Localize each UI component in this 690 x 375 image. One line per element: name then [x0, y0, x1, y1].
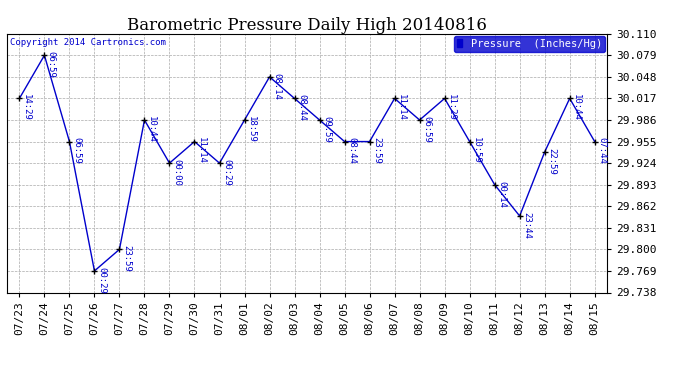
- Text: 08:44: 08:44: [347, 137, 356, 164]
- Text: 23:59: 23:59: [122, 245, 131, 272]
- Text: 00:29: 00:29: [222, 159, 231, 186]
- Text: 06:59: 06:59: [47, 51, 56, 78]
- Text: 10:59: 10:59: [472, 137, 481, 164]
- Text: 11:29: 11:29: [447, 94, 456, 121]
- Text: 11:14: 11:14: [197, 137, 206, 164]
- Text: 07:44: 07:44: [597, 137, 606, 164]
- Title: Barometric Pressure Daily High 20140816: Barometric Pressure Daily High 20140816: [127, 16, 487, 34]
- Text: 23:59: 23:59: [372, 137, 381, 164]
- Text: 18:59: 18:59: [247, 116, 256, 143]
- Text: 00:14: 00:14: [497, 180, 506, 207]
- Text: 22:59: 22:59: [547, 148, 556, 175]
- Text: 09:59: 09:59: [322, 116, 331, 143]
- Text: 10:44: 10:44: [572, 94, 581, 121]
- Text: 06:59: 06:59: [422, 116, 431, 143]
- Text: 10:44: 10:44: [147, 116, 156, 143]
- Text: 00:00: 00:00: [172, 159, 181, 186]
- Text: 11:14: 11:14: [397, 94, 406, 121]
- Text: 23:44: 23:44: [522, 212, 531, 239]
- Legend: Pressure  (Inches/Hg): Pressure (Inches/Hg): [454, 36, 605, 52]
- Text: 08:44: 08:44: [297, 94, 306, 121]
- Text: 08:14: 08:14: [272, 73, 281, 100]
- Text: 00:29: 00:29: [97, 267, 106, 294]
- Text: Copyright 2014 Cartronics.com: Copyright 2014 Cartronics.com: [10, 38, 166, 46]
- Text: 06:59: 06:59: [72, 137, 81, 164]
- Text: 14:29: 14:29: [22, 94, 31, 121]
